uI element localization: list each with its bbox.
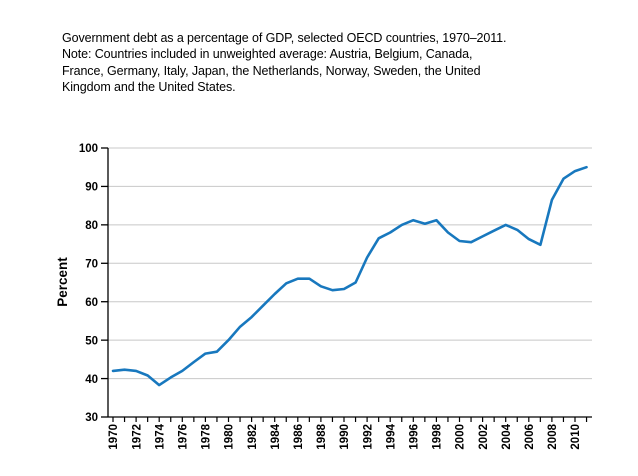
y-tick-label-50: 50 <box>85 335 98 347</box>
y-axis-label: Percent <box>55 257 70 307</box>
y-tick-label-80: 80 <box>85 220 98 232</box>
x-tick-label-1990: 1990 <box>339 424 351 450</box>
x-tick-label-1972: 1972 <box>131 424 143 450</box>
x-tick-label-2004: 2004 <box>501 423 513 449</box>
debt-series-line <box>111 165 588 387</box>
chart-title-line-3: France, Germany, Italy, Japan, the Nethe… <box>62 63 481 78</box>
chart-title-line-4: Kingdom and the United States. <box>62 79 236 94</box>
x-tick-label-1984: 1984 <box>270 423 282 449</box>
chart-title-line-2: Note: Countries included in unweighted a… <box>62 47 473 62</box>
x-tick-label-2010: 2010 <box>570 424 582 450</box>
x-tick-label-1996: 1996 <box>409 424 421 450</box>
y-tick-label-30: 30 <box>85 412 98 424</box>
x-tick-label-1992: 1992 <box>362 424 374 450</box>
y-tick-label-100: 100 <box>79 143 98 155</box>
x-tick-label-1982: 1982 <box>247 424 259 450</box>
x-tick-label-1970: 1970 <box>108 424 120 450</box>
x-tick-label-1974: 1974 <box>154 423 166 449</box>
y-tick-label-60: 60 <box>85 297 98 309</box>
x-tick-label-2008: 2008 <box>547 423 559 449</box>
x-tick-label-1976: 1976 <box>178 424 190 450</box>
chart-title-line-1: Government debt as a percentage of GDP, … <box>62 31 507 45</box>
y-tick-label-90: 90 <box>85 182 98 194</box>
x-tick-label-1998: 1998 <box>432 423 444 449</box>
x-tick-label-1986: 1986 <box>293 424 305 450</box>
y-tick-label-70: 70 <box>85 258 98 270</box>
x-tick-label-2000: 2000 <box>455 424 467 450</box>
chart-title: Government debt as a percentage of GDP, … <box>62 30 577 95</box>
x-tick-label-2006: 2006 <box>524 424 536 450</box>
x-tick-label-1988: 1988 <box>316 423 328 449</box>
y-tick-label-40: 40 <box>85 374 98 386</box>
x-tick-label-1994: 1994 <box>385 423 397 449</box>
x-tick-label-1978: 1978 <box>201 423 213 449</box>
x-tick-label-1980: 1980 <box>224 424 236 450</box>
x-tick-label-2002: 2002 <box>478 424 490 450</box>
